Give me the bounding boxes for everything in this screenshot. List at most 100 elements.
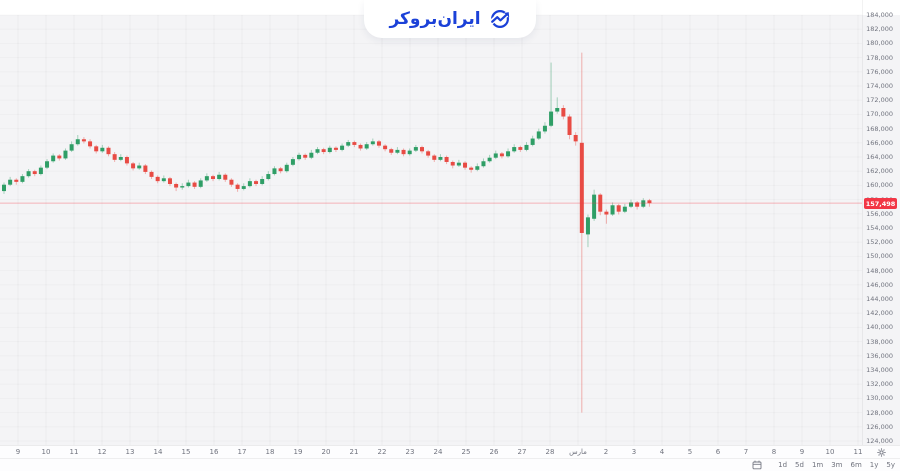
candle-body bbox=[413, 147, 418, 151]
calendar-icon[interactable] bbox=[752, 460, 762, 470]
candle-body bbox=[512, 147, 517, 152]
candle-body bbox=[333, 147, 338, 150]
candle-body bbox=[75, 139, 80, 145]
candle-body bbox=[143, 165, 148, 172]
candle-body bbox=[542, 125, 547, 132]
price-tick-label: 132,000 bbox=[866, 380, 893, 389]
candle-body bbox=[266, 174, 271, 180]
time-tick-label: 11 bbox=[69, 448, 79, 456]
candle-body bbox=[475, 166, 480, 170]
candle-body bbox=[247, 181, 252, 187]
candle-body bbox=[131, 163, 136, 169]
price-tick-label: 182,000 bbox=[866, 25, 893, 34]
candle-body bbox=[549, 111, 554, 126]
time-tick-label: 10 bbox=[825, 448, 835, 456]
price-tick-label: 136,000 bbox=[866, 351, 893, 360]
timeframe-1d[interactable]: 1d bbox=[778, 461, 788, 469]
candle-body bbox=[450, 161, 455, 166]
brand-logo: ایران‌بروکر bbox=[364, 0, 536, 38]
price-tick-label: 184,000 bbox=[866, 11, 893, 19]
candle-body bbox=[555, 108, 560, 112]
price-tick-label: 162,000 bbox=[866, 167, 893, 176]
candle-body bbox=[487, 157, 492, 162]
price-tick-label: 140,000 bbox=[866, 323, 893, 332]
candle-body bbox=[499, 153, 504, 157]
candle-body bbox=[376, 141, 381, 146]
time-tick-label: 6 bbox=[715, 448, 721, 456]
price-tick-label: 144,000 bbox=[866, 295, 893, 303]
candle-body bbox=[137, 165, 142, 169]
candle-body bbox=[217, 174, 222, 180]
time-tick-label: 14 bbox=[153, 448, 163, 456]
candlestick-chart[interactable] bbox=[0, 0, 862, 445]
candle-body bbox=[8, 179, 13, 185]
time-tick-label: 17 bbox=[237, 448, 247, 456]
timeframe-5y[interactable]: 5y bbox=[886, 461, 895, 469]
candle-body bbox=[352, 142, 357, 145]
timeframe-5d[interactable]: 5d bbox=[795, 461, 804, 469]
candle-body bbox=[585, 217, 590, 235]
candle-body bbox=[118, 157, 123, 160]
price-tick-label: 124,000 bbox=[866, 437, 893, 445]
candle-body bbox=[321, 149, 326, 153]
candle-body bbox=[463, 162, 468, 168]
gear-icon[interactable] bbox=[876, 448, 886, 457]
time-tick-label: 9 bbox=[799, 448, 805, 456]
time-tick-label: 2 bbox=[603, 448, 609, 456]
candle-body bbox=[63, 150, 68, 159]
candle-body bbox=[198, 180, 203, 187]
candle-body bbox=[180, 186, 185, 188]
time-tick-label: 12 bbox=[97, 448, 107, 456]
candle-body bbox=[69, 144, 74, 151]
candle-body bbox=[124, 157, 129, 164]
time-tick-label: 5 bbox=[687, 448, 693, 456]
candle-body bbox=[456, 162, 461, 166]
price-axis[interactable]: 184,000 182,000 180,000 178,000 176,000 174,0… bbox=[862, 0, 900, 445]
candle-body bbox=[20, 176, 25, 182]
candle-body bbox=[407, 150, 412, 155]
timeframe-3m[interactable]: 3m bbox=[831, 461, 843, 469]
price-tick-label: 150,000 bbox=[866, 252, 893, 261]
timeframe-6m[interactable]: 6m bbox=[850, 461, 862, 469]
candle-body bbox=[647, 200, 652, 204]
price-tick-label: 126,000 bbox=[866, 422, 893, 431]
candle-body bbox=[493, 153, 498, 158]
time-tick-label: 26 bbox=[489, 448, 499, 456]
time-tick-label: 13 bbox=[125, 448, 135, 456]
candle-body bbox=[530, 138, 535, 145]
candle-body bbox=[610, 205, 615, 215]
timeframe-1y[interactable]: 1y bbox=[869, 461, 879, 469]
candle-body bbox=[297, 154, 302, 160]
candle-body bbox=[419, 147, 424, 152]
price-tick-label: 174,000 bbox=[866, 82, 893, 90]
candle-body bbox=[506, 151, 511, 157]
price-tick-label: 180,000 bbox=[866, 39, 893, 48]
candle-body bbox=[235, 184, 240, 189]
price-tick-label: 160,000 bbox=[866, 181, 893, 190]
timeframe-1m[interactable]: 1m bbox=[811, 461, 824, 469]
candle-body bbox=[383, 145, 388, 150]
price-tick-label: 170,000 bbox=[866, 110, 893, 119]
time-tick-label: مارس bbox=[569, 448, 587, 456]
candlestick-series bbox=[2, 52, 652, 413]
brand-trend-circle-icon bbox=[488, 10, 511, 28]
time-tick-label: 24 bbox=[433, 448, 443, 456]
candle-body bbox=[88, 141, 93, 147]
time-tick-label: 23 bbox=[405, 448, 415, 456]
axis-settings-corner[interactable] bbox=[862, 445, 900, 459]
candle-body bbox=[149, 171, 154, 177]
candle-body bbox=[598, 194, 603, 212]
time-axis[interactable]: 9 10 11 12 13 14 15 16 17 18 19 20 21 22 23 24 25 26 27 28 م… bbox=[0, 445, 862, 459]
candle-body bbox=[616, 205, 621, 212]
candle-body bbox=[426, 151, 431, 156]
candle-body bbox=[14, 179, 19, 182]
candle-body bbox=[51, 155, 56, 162]
candle-body bbox=[469, 167, 474, 170]
candle-body bbox=[112, 154, 117, 160]
candle-body bbox=[174, 183, 179, 188]
candle-body bbox=[579, 142, 584, 233]
candle-body bbox=[284, 164, 289, 172]
price-tick-label: 166,000 bbox=[866, 138, 893, 147]
time-tick-label: 22 bbox=[377, 448, 387, 456]
candle-body bbox=[641, 200, 646, 207]
